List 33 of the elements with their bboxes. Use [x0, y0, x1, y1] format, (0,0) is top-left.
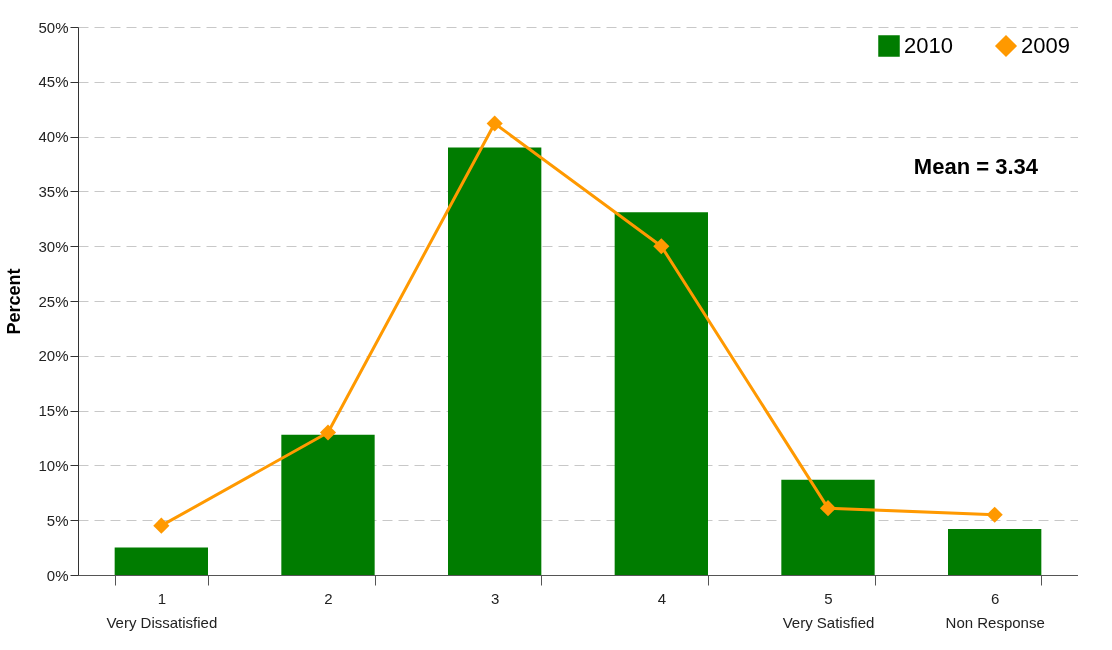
y-tick-label: 15%	[38, 402, 69, 420]
point	[153, 517, 170, 534]
bar	[781, 479, 875, 575]
y-tick-label: 25%	[38, 292, 69, 310]
bar	[448, 147, 542, 575]
legend-label: 2009	[1021, 33, 1070, 58]
y-tick-label: 20%	[38, 347, 69, 365]
legend-label: 2010	[904, 33, 953, 58]
y-tick-label: 0%	[46, 566, 69, 584]
y-tick-label: 10%	[38, 456, 69, 474]
y-tick-label: 30%	[38, 237, 69, 255]
x-tick-label: 3	[490, 589, 500, 607]
point	[986, 506, 1003, 523]
point	[819, 500, 837, 517]
bar	[614, 212, 708, 575]
x-tick-label: 5 Very Satisfied	[782, 589, 875, 631]
x-tick-label: 1 Very Dissatisfied	[106, 589, 218, 631]
y-tick-label: 5%	[46, 511, 69, 529]
point	[319, 424, 337, 441]
annotation: Mean = 3.34	[913, 154, 1039, 179]
point	[486, 115, 503, 132]
bar	[281, 434, 375, 575]
y-tick-label: 45%	[38, 73, 69, 91]
x-tick-label: 4	[657, 589, 667, 607]
y-tick-label: 50%	[38, 18, 69, 36]
bar	[948, 528, 1042, 575]
y-tick-label: 40%	[38, 128, 69, 146]
y-tick-label: 35%	[38, 182, 69, 200]
x-tick-label: 6 Non Response	[945, 589, 1045, 631]
bar	[114, 547, 208, 575]
y-axis-title: Percent	[4, 268, 25, 335]
point	[653, 238, 670, 255]
x-tick-label: 2	[324, 589, 333, 607]
